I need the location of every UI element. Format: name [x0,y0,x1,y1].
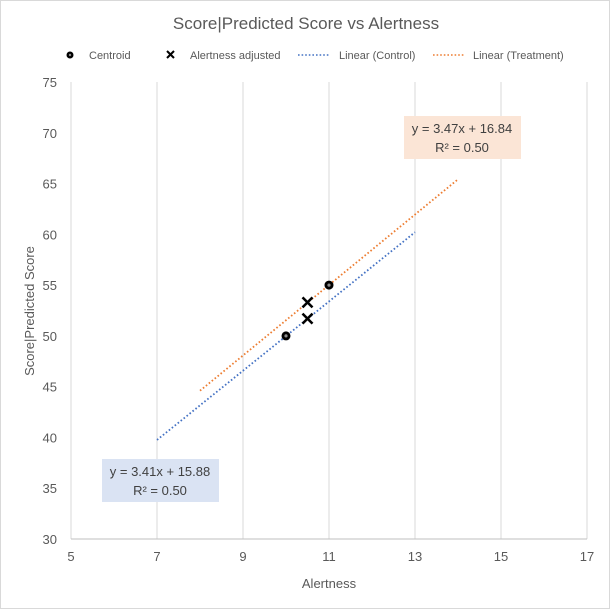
y-tick-label: 70 [43,126,57,141]
alertness-adjusted-point [301,312,314,325]
control-equation-text: y = 3.41x + 15.88 [110,464,210,479]
y-tick-label: 45 [43,380,57,395]
x-axis-title: Alertness [302,576,357,591]
chart-title: Score|Predicted Score vs Alertness [173,14,439,33]
x-marker-stroke [301,296,314,309]
legend-treatment-label: Linear (Treatment) [473,50,564,62]
x-tick-label: 9 [239,549,246,564]
control-r2-text: R² = 0.50 [133,483,187,498]
y-axis-title: Score|Predicted Score [22,246,37,376]
x-tick-label: 5 [67,549,74,564]
trendline-treatment [199,178,459,392]
y-tick-label: 60 [43,227,57,242]
treatment-equation-box [404,116,521,159]
legend-alertness-adjusted-marker [166,50,175,59]
x-tick-label: 13 [408,549,422,564]
y-tick-label: 30 [43,532,57,547]
y-tick-label: 35 [43,481,57,496]
legend-alertness-adjusted-label: Alertness adjusted [190,50,281,62]
y-tick-label: 40 [43,430,57,445]
trend-layer [156,178,459,441]
x-tick-label: 11 [322,549,336,564]
legend-centroid-marker-center [68,53,72,57]
legend-centroid-label: Centroid [89,50,131,62]
control-equation-box [102,459,219,502]
control-equation-label: y = 3.41x + 15.88 R² = 0.50 [102,459,219,502]
axis-layer: 5 7 9 11 13 15 17 30 35 40 45 50 55 60 65 70 75 [43,75,595,564]
y-tick-label: 50 [43,329,57,344]
y-tick-label: 75 [43,75,57,90]
treatment-equation-text: y = 3.47x + 16.84 [412,121,512,136]
alertness-adjusted-point [301,296,314,309]
legend: Centroid Alertness adjusted Linear (Cont… [66,50,564,62]
points-layer [281,280,334,341]
treatment-equation-label: y = 3.47x + 16.84 R² = 0.50 [404,116,521,159]
x-marker-stroke [301,312,314,325]
y-tick-label: 65 [43,177,57,192]
x-tick-label: 15 [494,549,508,564]
centroid-point-center [327,283,331,287]
centroid-point-center [284,334,288,338]
legend-control-label: Linear (Control) [339,50,415,62]
treatment-r2-text: R² = 0.50 [435,140,489,155]
x-tick-label: 17 [580,549,594,564]
y-tick-label: 55 [43,278,57,293]
x-tick-label: 7 [153,549,160,564]
